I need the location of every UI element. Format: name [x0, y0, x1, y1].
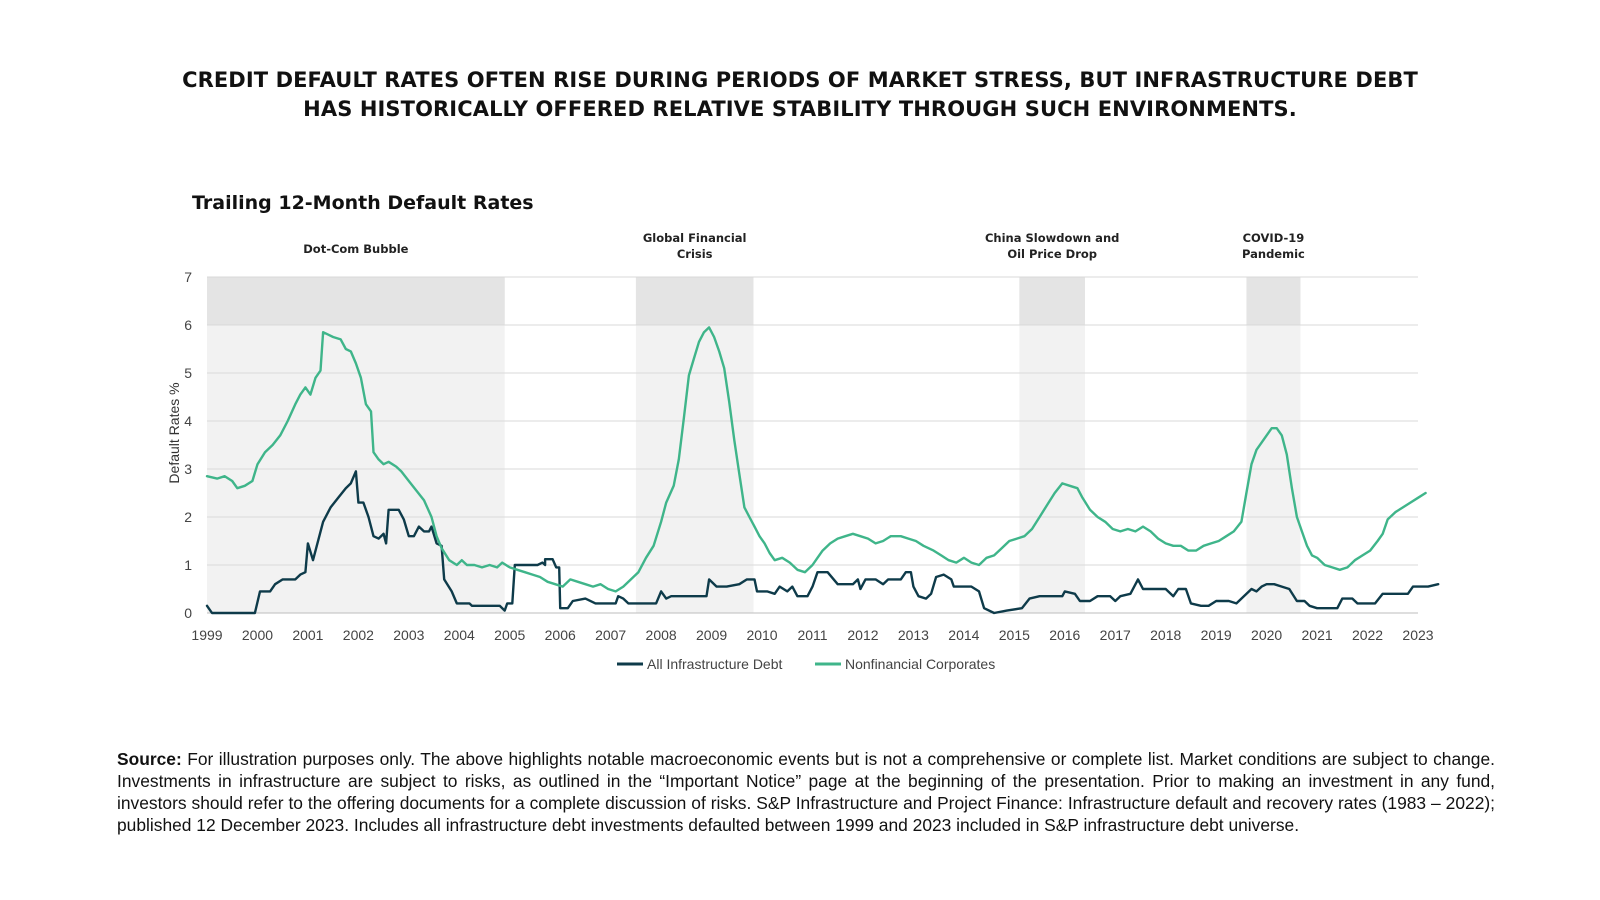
headline: CREDIT DEFAULT RATES OFTEN RISE DURING P… — [0, 66, 1600, 124]
x-tick-label-2002: 2002 — [343, 627, 374, 643]
y-tick-label-2: 2 — [184, 509, 192, 525]
x-tick-label-2008: 2008 — [646, 627, 677, 643]
shade-label-0-0: Dot-Com Bubble — [303, 242, 408, 256]
x-tick-label-2020: 2020 — [1251, 627, 1282, 643]
shade-period-band-2 — [1019, 277, 1085, 325]
y-tick-label-4: 4 — [184, 413, 192, 429]
y-tick-label-6: 6 — [184, 317, 192, 333]
x-tick-label-2001: 2001 — [292, 627, 323, 643]
legend-label-0: All Infrastructure Debt — [647, 656, 782, 672]
shade-period-band-1 — [635, 277, 754, 325]
legend-label-1: Nonfinancial Corporates — [845, 656, 995, 672]
shade-label-2-1: Oil Price Drop — [1007, 247, 1097, 261]
x-tick-label-2005: 2005 — [494, 627, 525, 643]
x-tick-label-2006: 2006 — [545, 627, 576, 643]
y-tick-label-0: 0 — [184, 605, 192, 621]
chart-title: Trailing 12-Month Default Rates — [192, 192, 534, 214]
x-tick-label-2003: 2003 — [393, 627, 424, 643]
source-text: For illustration purposes only. The abov… — [117, 749, 1495, 835]
axes: 0 1 2 3 4 5 6 7 1999 2000 2001 2002 2003 2004 2005 2006… — [184, 269, 1434, 643]
x-tick-label-2015: 2015 — [999, 627, 1030, 643]
x-tick-label-2016: 2016 — [1049, 627, 1080, 643]
x-tick-label-2011: 2011 — [797, 627, 827, 643]
x-tick-label-2007: 2007 — [595, 627, 626, 643]
shade-period-3 — [1246, 277, 1301, 613]
shade-label-1-0: Global Financial — [643, 231, 747, 245]
shade-period-band-0 — [207, 277, 505, 325]
x-tick-label-2014: 2014 — [948, 627, 979, 643]
x-tick-label-2004: 2004 — [444, 627, 475, 643]
series-lines — [205, 326, 1440, 615]
source-label: Source: — [117, 749, 182, 769]
x-tick-label-2022: 2022 — [1352, 627, 1383, 643]
shade-label-2-0: China Slowdown and — [985, 231, 1119, 245]
x-tick-label-2012: 2012 — [847, 627, 878, 643]
shade-period-0 — [207, 277, 505, 613]
x-tick-label-2021: 2021 — [1302, 627, 1333, 643]
legend: All Infrastructure Debt Nonfinancial Corp… — [617, 656, 995, 672]
shade-label-3-0: COVID-19 — [1243, 231, 1305, 245]
x-tick-label-2010: 2010 — [746, 627, 777, 643]
y-tick-label-7: 7 — [184, 269, 192, 285]
x-tick-label-2018: 2018 — [1150, 627, 1181, 643]
default-rates-chart: Trailing 12-Month Default Rates Dot-Com … — [166, 192, 1440, 672]
shade-period-2 — [1019, 277, 1085, 613]
y-axis-label: Default Rates % — [166, 382, 182, 483]
x-tick-label-2013: 2013 — [898, 627, 929, 643]
series-line-0 — [205, 470, 1440, 615]
y-tick-label-3: 3 — [184, 461, 192, 477]
shade-period-band-3 — [1246, 277, 1301, 325]
headline-line-1: CREDIT DEFAULT RATES OFTEN RISE DURING P… — [182, 68, 1418, 92]
headline-line-2: HAS HISTORICALLY OFFERED RELATIVE STABIL… — [303, 97, 1297, 121]
series-line-1 — [205, 326, 1427, 593]
x-tick-label-2023: 2023 — [1402, 627, 1433, 643]
y-tick-label-5: 5 — [184, 365, 192, 381]
y-tick-label-1: 1 — [184, 557, 192, 573]
x-tick-label-2019: 2019 — [1201, 627, 1232, 643]
x-tick-label-1999: 1999 — [191, 627, 222, 643]
x-tick-label-2017: 2017 — [1100, 627, 1131, 643]
x-tick-label-2000: 2000 — [242, 627, 273, 643]
x-tick-label-2009: 2009 — [696, 627, 727, 643]
shade-label-3-1: Pandemic — [1242, 247, 1305, 261]
source-footnote: Source: For illustration purposes only. … — [117, 748, 1495, 836]
shade-label-1-1: Crisis — [677, 247, 713, 261]
